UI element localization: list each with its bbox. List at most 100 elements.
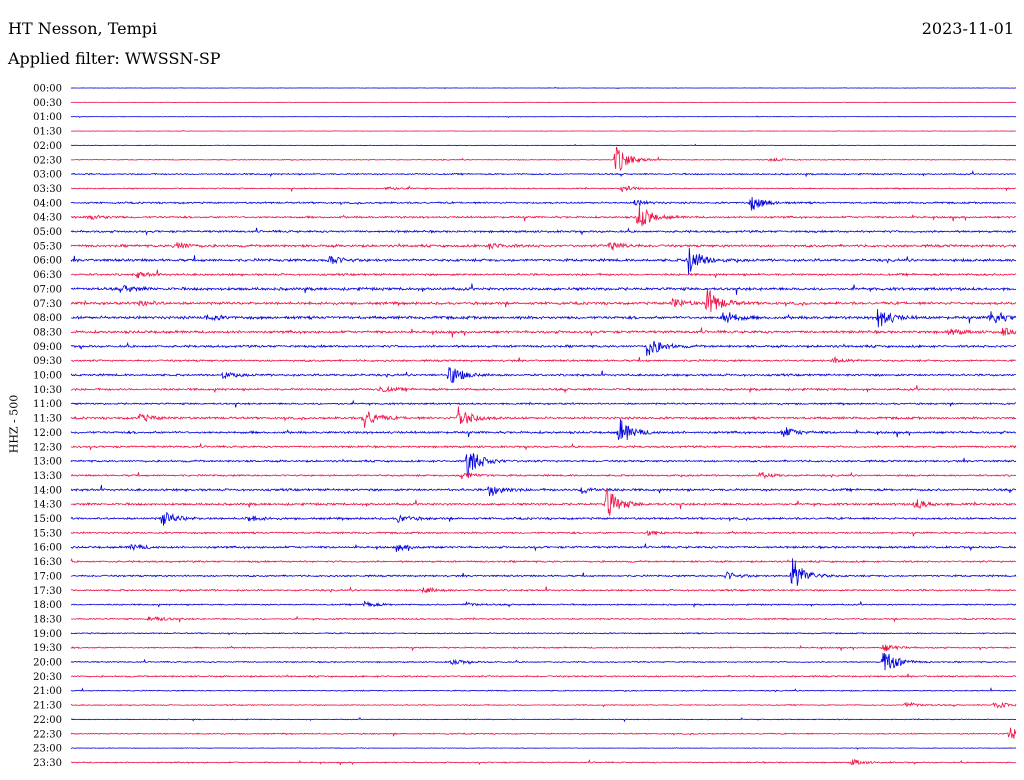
time-tick-label: 13:30 xyxy=(33,471,62,482)
trace-line xyxy=(70,487,1017,516)
trace-line xyxy=(70,471,1017,480)
trace-line xyxy=(70,283,1017,295)
trace-line xyxy=(70,185,1017,193)
trace-line xyxy=(70,406,1017,428)
trace-line xyxy=(70,701,1017,709)
trace-line xyxy=(70,146,1017,171)
time-tick-labels: 00:00 00:30 01:00 01:30 02:00 02:30 03:00 03:30… xyxy=(33,84,62,769)
time-tick-label: 07:30 xyxy=(33,299,62,310)
trace-line xyxy=(70,399,1017,408)
time-tick-label: 22:30 xyxy=(33,729,62,740)
trace-line xyxy=(70,716,1017,723)
trace-line xyxy=(70,727,1017,739)
trace-line xyxy=(70,101,1017,103)
time-tick-label: 16:00 xyxy=(33,543,62,554)
time-tick-label: 15:30 xyxy=(33,528,62,539)
time-tick-label: 15:00 xyxy=(33,514,62,525)
trace-line xyxy=(70,653,1017,671)
time-tick-label: 19:00 xyxy=(33,629,62,640)
time-tick-label: 21:00 xyxy=(33,686,62,697)
trace-line xyxy=(70,543,1017,553)
time-tick-label: 14:00 xyxy=(33,485,62,496)
trace-line xyxy=(70,143,1017,147)
trace-line xyxy=(70,86,1017,90)
station-title: HT Nesson, Tempi xyxy=(8,19,158,38)
time-tick-label: 23:00 xyxy=(33,744,62,755)
time-tick-label: 20:00 xyxy=(33,658,62,669)
trace-line xyxy=(70,673,1017,679)
trace-line xyxy=(70,356,1017,364)
time-tick-label: 04:30 xyxy=(33,213,62,224)
time-tick-label: 06:30 xyxy=(33,270,62,281)
trace-line xyxy=(70,204,1017,227)
time-tick-label: 02:30 xyxy=(33,155,62,166)
trace-line xyxy=(70,419,1017,440)
trace-line xyxy=(70,327,1017,338)
trace-line xyxy=(70,747,1017,750)
trace-line xyxy=(70,309,1017,328)
time-tick-label: 21:30 xyxy=(33,701,62,712)
time-tick-label: 17:30 xyxy=(33,586,62,597)
trace-line xyxy=(70,615,1017,623)
trace-line xyxy=(70,484,1017,497)
time-tick-label: 10:00 xyxy=(33,371,62,382)
time-tick-label: 07:00 xyxy=(33,284,62,295)
trace-line xyxy=(70,115,1017,119)
trace-line xyxy=(70,269,1017,279)
time-tick-label: 00:00 xyxy=(33,84,62,95)
time-tick-label: 04:00 xyxy=(33,198,62,209)
time-tick-label: 17:00 xyxy=(33,571,62,582)
record-date: 2023-11-01 xyxy=(921,19,1014,38)
time-tick-label: 16:30 xyxy=(33,557,62,568)
time-tick-label: 18:30 xyxy=(33,614,62,625)
trace-line xyxy=(70,453,1017,477)
time-tick-label: 12:00 xyxy=(33,428,62,439)
trace-line xyxy=(70,558,1017,586)
time-tick-label: 14:30 xyxy=(33,500,62,511)
trace-line xyxy=(70,442,1017,451)
time-tick-label: 22:00 xyxy=(33,715,62,726)
time-tick-label: 03:30 xyxy=(33,184,62,195)
trace-line xyxy=(70,129,1017,133)
trace-line xyxy=(70,512,1017,526)
trace-line xyxy=(70,530,1017,537)
time-tick-label: 13:00 xyxy=(33,457,62,468)
time-tick-label: 08:30 xyxy=(33,327,62,338)
time-tick-label: 11:00 xyxy=(33,399,62,410)
time-tick-label: 06:00 xyxy=(33,256,62,267)
trace-line xyxy=(70,170,1017,178)
time-tick-label: 09:30 xyxy=(33,356,62,367)
trace-line xyxy=(70,385,1017,394)
trace-line xyxy=(70,197,1017,211)
trace-line xyxy=(70,600,1017,609)
trace-line xyxy=(70,687,1017,693)
trace-line xyxy=(70,631,1017,636)
time-tick-label: 20:30 xyxy=(33,672,62,683)
time-tick-label: 23:30 xyxy=(33,758,62,769)
time-tick-label: 02:00 xyxy=(33,141,62,152)
time-tick-label: 05:00 xyxy=(33,227,62,238)
time-tick-label: 03:00 xyxy=(33,170,62,181)
time-tick-label: 12:30 xyxy=(33,442,62,453)
filter-label: Applied filter: WWSSN-SP xyxy=(8,49,221,68)
trace-line xyxy=(70,340,1017,356)
time-tick-label: 05:30 xyxy=(33,241,62,252)
time-tick-label: 01:30 xyxy=(33,127,62,138)
trace-line xyxy=(70,227,1017,236)
trace-line xyxy=(70,247,1017,275)
time-tick-label: 01:00 xyxy=(33,112,62,123)
trace-line xyxy=(70,644,1017,652)
trace-line xyxy=(70,367,1017,384)
seismic-traces xyxy=(70,86,1017,766)
trace-line xyxy=(70,586,1017,594)
trace-line xyxy=(70,758,1017,766)
time-tick-label: 00:30 xyxy=(33,98,62,109)
time-tick-label: 19:30 xyxy=(33,643,62,654)
trace-line xyxy=(70,557,1017,564)
trace-line xyxy=(70,288,1017,312)
time-tick-label: 11:30 xyxy=(33,414,62,425)
time-tick-label: 09:00 xyxy=(33,342,62,353)
time-tick-label: 10:30 xyxy=(33,385,62,396)
time-tick-label: 08:00 xyxy=(33,313,62,324)
